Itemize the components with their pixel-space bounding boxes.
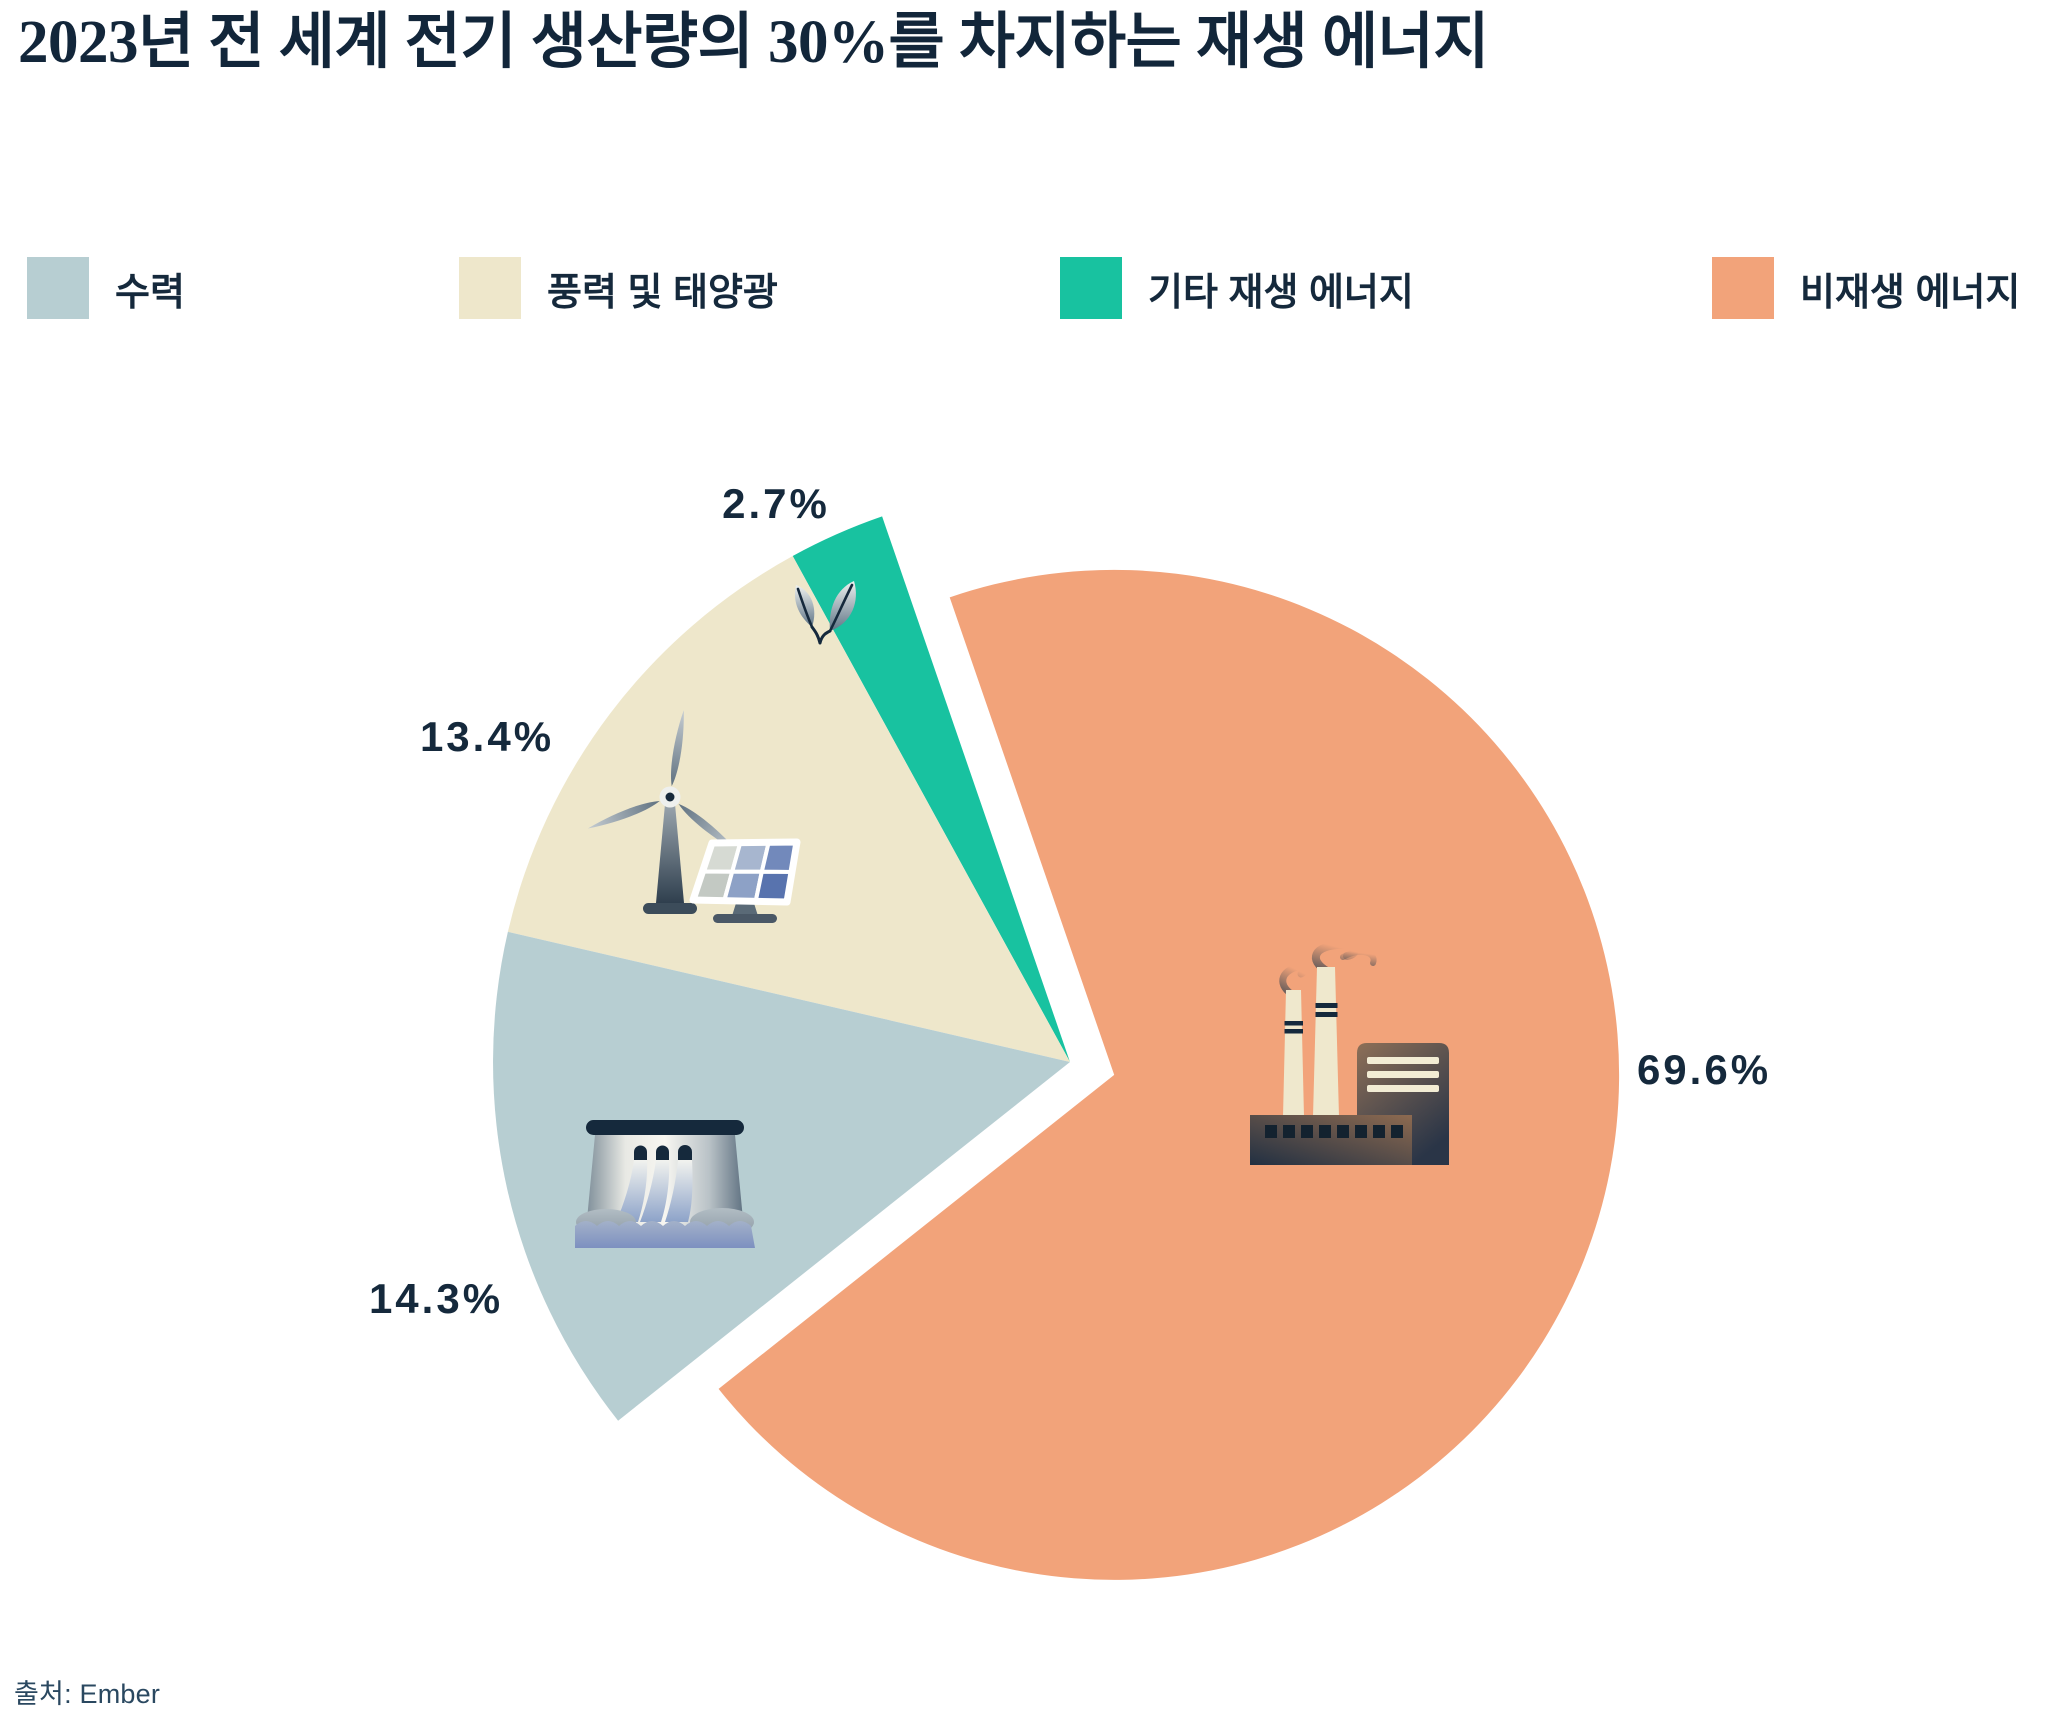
legend-label-wind-solar: 풍력 및 태양광 (547, 271, 778, 314)
hydro-dam-icon (575, 1120, 755, 1248)
data-label-other-renewables: 2.7% (722, 480, 830, 527)
data-label-wind-solar: 13.4% (419, 713, 555, 760)
pie-slice-hydro (493, 931, 1070, 1421)
data-label-hydro: 14.3% (368, 1275, 504, 1322)
legend-swatch-hydro (27, 257, 89, 319)
pie-slice-other-renewables (792, 516, 1070, 1062)
leaf-icon (794, 581, 856, 645)
legend-label-other-renewables: 기타 재생 에너지 (1148, 271, 1414, 314)
legend-item-wind-solar: 풍력 및 태양광 (459, 257, 778, 319)
source-credit: 출처: Ember (14, 1679, 161, 1709)
legend-item-hydro: 수력 (27, 257, 185, 319)
legend-swatch-other-renewables (1060, 257, 1122, 319)
pie-slice-wind-solar (507, 556, 1070, 1062)
legend-item-non-renewable: 비재생 에너지 (1712, 257, 2020, 319)
data-label-non-renewable: 69.6% (1636, 1046, 1772, 1093)
pie-slice-non-renewable (718, 569, 1620, 1580)
wind-solar-icon (587, 710, 801, 923)
solar-panel-icon (689, 838, 801, 923)
pie-slices-group (493, 516, 1620, 1580)
factory-icon (1250, 940, 1449, 1165)
legend-swatch-wind-solar (459, 257, 521, 319)
legend-swatch-non-renewable (1712, 257, 1774, 319)
legend-item-other-renewables: 기타 재생 에너지 (1060, 257, 1414, 319)
legend-label-hydro: 수력 (115, 271, 185, 314)
legend-label-non-renewable: 비재생 에너지 (1800, 271, 2021, 314)
page-title: 2023년 전 세계 전기 생산량의 30%를 차지하는 재생 에너지 (18, 9, 1489, 76)
